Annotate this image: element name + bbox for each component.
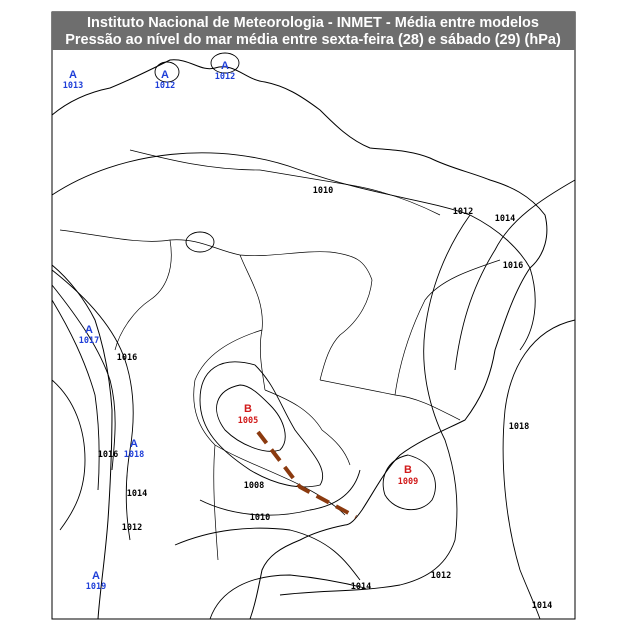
isobar (51, 379, 86, 531)
center-value: 1012 (215, 72, 235, 82)
isobar-label: 1012 (431, 571, 451, 581)
isobar (454, 179, 576, 371)
isobar (154, 61, 180, 83)
center-symbol: A (85, 324, 93, 336)
isobar (185, 231, 215, 253)
isobar (51, 299, 100, 491)
map-frame (51, 11, 576, 620)
isobar-label: 1012 (122, 523, 142, 533)
isobar (382, 454, 436, 511)
isobar (51, 284, 116, 471)
isobar (209, 574, 366, 620)
subtitle: Pressão ao nível do mar média entre sext… (65, 32, 561, 48)
isobar (199, 361, 324, 488)
header-band (52, 12, 575, 50)
isobar (174, 527, 361, 581)
isobar-label: 1016 (117, 353, 137, 363)
isobar (279, 214, 471, 596)
center-symbol: A (161, 69, 169, 81)
center-value: 1012 (155, 81, 175, 91)
center-value: 1017 (79, 336, 99, 346)
isobar-label: 1012 (453, 207, 473, 217)
isobar-label: 1008 (244, 481, 264, 491)
isobar-labels: 1010 1012 1014 1016 1016 1016 1014 1012 … (98, 186, 552, 611)
center-value: 1013 (63, 81, 83, 91)
center-symbol: B (244, 403, 252, 415)
trough-line (256, 430, 357, 519)
isobar (210, 52, 240, 74)
title: Instituto Nacional de Meteorologia - INM… (87, 15, 539, 31)
center-value: 1005 (238, 416, 258, 426)
coastline (51, 264, 113, 620)
isobar (51, 152, 536, 351)
isobar-label: 1014 (532, 601, 552, 611)
isobar-label: 1016 (98, 450, 118, 460)
isobar-label: 1010 (250, 513, 270, 523)
isobar (51, 269, 134, 541)
center-symbol: A (130, 438, 138, 450)
isobar-label: 1014 (351, 582, 371, 592)
isobar-label: 1010 (313, 186, 333, 196)
isobar-label: 1016 (503, 261, 523, 271)
isobar-label: 1018 (509, 422, 529, 432)
isobar (216, 384, 286, 452)
center-value: 1009 (398, 477, 418, 487)
center-value: 1019 (86, 582, 106, 592)
isobar-label: 1014 (127, 489, 147, 499)
center-value: 1018 (124, 450, 144, 460)
center-symbol: A (92, 570, 100, 582)
coastline (51, 59, 548, 620)
isobar (199, 469, 361, 516)
center-symbol: B (404, 464, 412, 476)
center-symbol: A (69, 69, 77, 81)
isobar-label: 1014 (495, 214, 515, 224)
pressure-centers: A 1013 A 1012 A 1012 A 1017 A 1018 A 101… (63, 60, 418, 592)
isobar (502, 319, 576, 620)
center-symbol: A (221, 60, 229, 72)
